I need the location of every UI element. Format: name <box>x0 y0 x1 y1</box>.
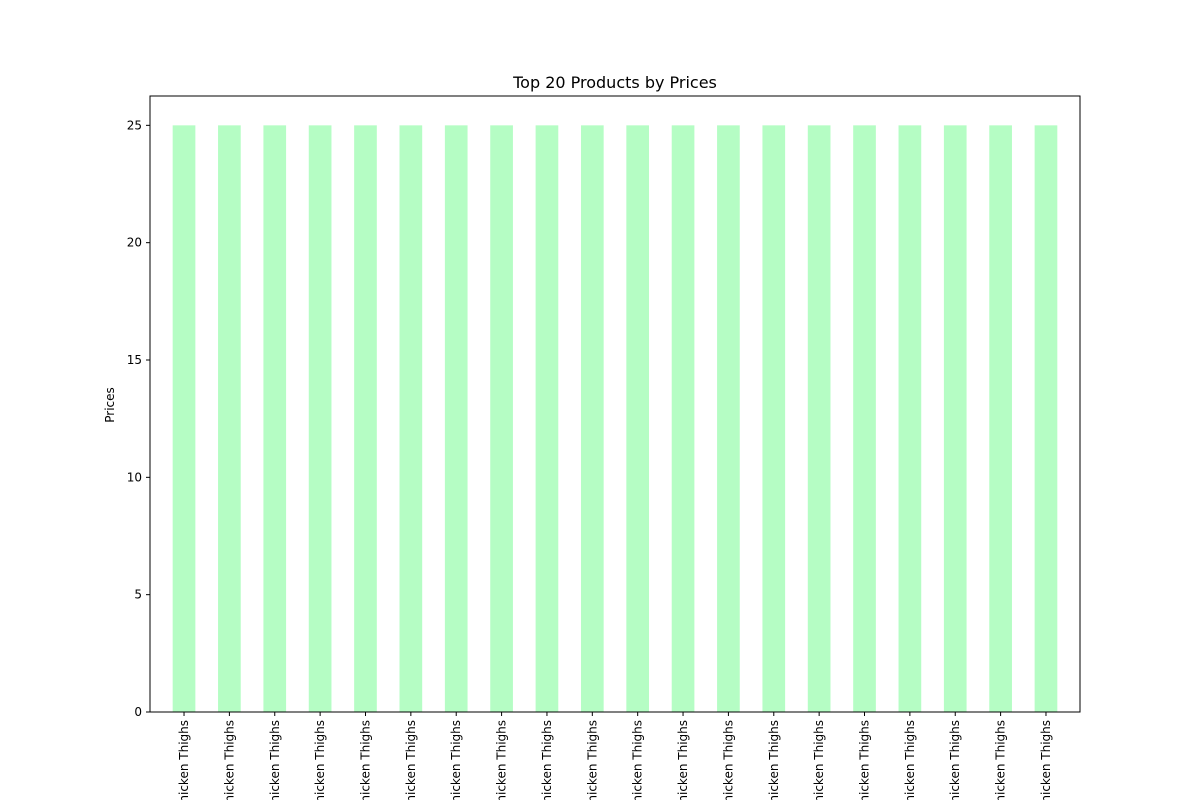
bar <box>898 125 922 712</box>
y-axis-ticks: 0 5 10 15 20 25 <box>127 118 150 719</box>
x-tick-label: Chicken Thighs <box>495 720 509 800</box>
y-tick-label: 10 <box>127 470 142 484</box>
bar <box>263 125 287 712</box>
x-tick-label: Chicken Thighs <box>449 720 463 800</box>
bar <box>399 125 423 712</box>
bar <box>671 125 695 712</box>
y-tick-label: 15 <box>127 353 142 367</box>
bar <box>218 125 241 712</box>
y-tick-label: 0 <box>134 705 142 719</box>
bar <box>717 125 740 712</box>
y-axis-label: Prices <box>103 387 117 423</box>
bar <box>943 125 967 712</box>
x-tick-label: Chicken Thighs <box>721 720 735 800</box>
bar <box>535 125 559 712</box>
x-tick-label: Chicken Thighs <box>404 720 418 800</box>
x-axis-ticks: Chicken Thighs Chicken Thighs Chicken Thig… <box>177 712 1053 800</box>
x-tick-label: Chicken Thighs <box>268 720 282 800</box>
x-tick-label: Chicken Thighs <box>812 720 826 800</box>
plot-frame <box>149 95 1081 713</box>
bar <box>444 125 468 712</box>
x-tick-label: Chicken Thighs <box>177 720 191 800</box>
x-tick-label: Chicken Thighs <box>222 720 236 800</box>
x-tick-label: Chicken Thighs <box>903 720 917 800</box>
bar <box>354 125 377 712</box>
bar <box>853 125 876 712</box>
y-tick-label: 5 <box>134 588 142 602</box>
bar <box>580 125 604 712</box>
bar <box>762 125 786 712</box>
x-tick-label: Chicken Thighs <box>858 720 872 800</box>
x-tick-label: Chicken Thighs <box>313 720 327 800</box>
bar <box>172 125 196 712</box>
x-tick-label: Chicken Thighs <box>585 720 599 800</box>
bar <box>989 125 1012 712</box>
bar <box>1034 125 1058 712</box>
y-tick-label: 20 <box>127 236 142 250</box>
chart-title: Top 20 Products by Prices <box>512 73 717 92</box>
y-tick-label: 25 <box>127 118 142 132</box>
bars-group <box>172 125 1058 712</box>
bar <box>626 125 650 712</box>
x-tick-label: Chicken Thighs <box>767 720 781 800</box>
x-tick-label: Chicken Thighs <box>948 720 962 800</box>
x-tick-label: Chicken Thighs <box>540 720 554 800</box>
x-tick-label: Chicken Thighs <box>1039 720 1053 800</box>
x-tick-label: Chicken Thighs <box>358 720 372 800</box>
bar <box>490 125 513 712</box>
x-tick-label: Chicken Thighs <box>994 720 1008 800</box>
x-tick-label: Chicken Thighs <box>631 720 645 800</box>
bar <box>807 125 831 712</box>
x-tick-label: Chicken Thighs <box>676 720 690 800</box>
bar <box>308 125 332 712</box>
